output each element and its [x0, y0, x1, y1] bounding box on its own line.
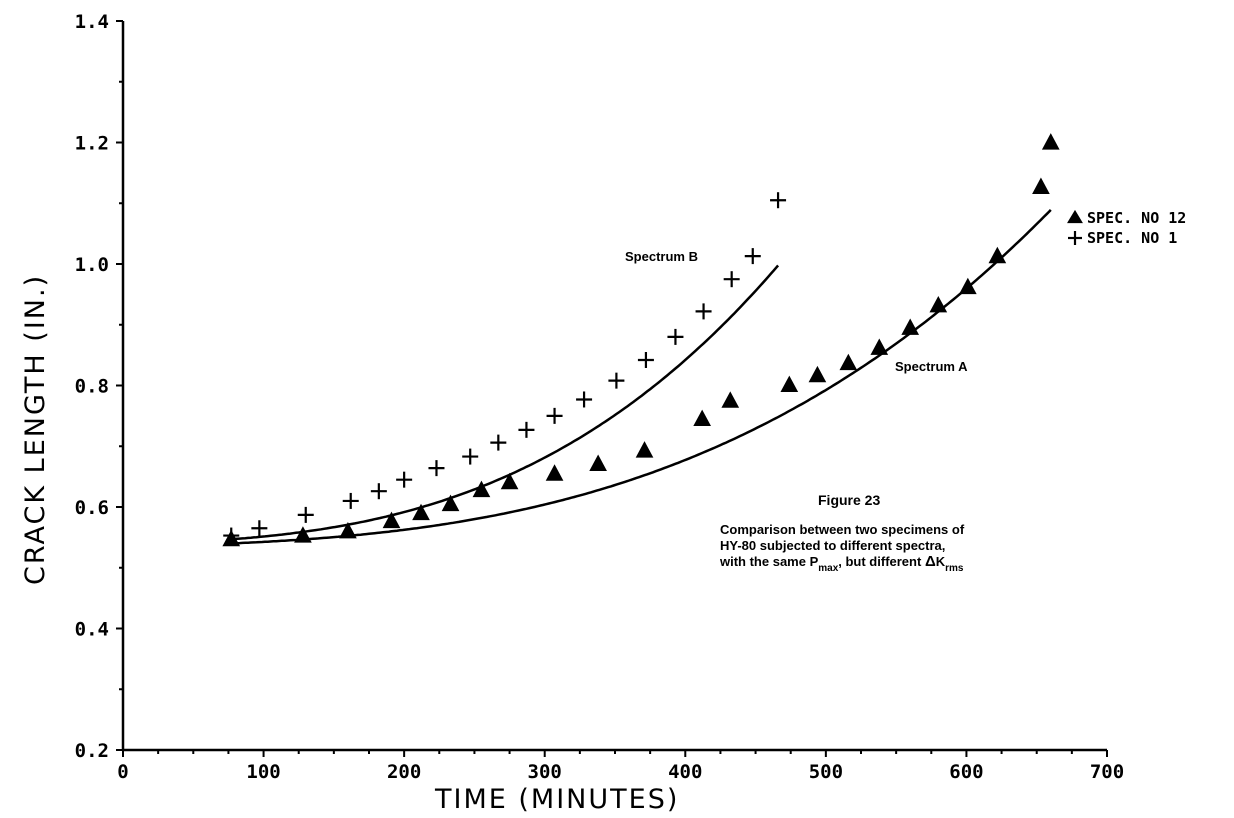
triangle-data-point [870, 338, 889, 355]
y-tick-label: 1.0 [75, 254, 109, 276]
caption-line-3-part-1: with the same P [719, 554, 819, 569]
plus-data-point [490, 434, 507, 451]
spectrum-b-curve [231, 264, 780, 541]
tick-labels: 0.2 0.4 0.6 0.8 1.0 1.2 1.4 0 100 200 300 400 500 600… [75, 11, 1124, 783]
triangle-data-point [1032, 177, 1050, 194]
y-tick-label: 0.2 [75, 740, 109, 762]
figure-title: Figure 23 [818, 492, 880, 508]
caption-delta-symbol: Δ [925, 553, 936, 570]
axes [121, 21, 1107, 752]
triangle-data-point [545, 464, 564, 481]
triangle-data-point [988, 246, 1007, 264]
triangle-data-point [500, 472, 519, 490]
y-axis-title: CRACK LENGTH (IN.) [20, 274, 51, 585]
plus-data-point [396, 471, 413, 488]
markers [222, 133, 1060, 547]
triangle-data-point [472, 480, 491, 498]
x-tick-label: 300 [528, 761, 562, 783]
triangle-data-point [721, 391, 740, 408]
y-tick-label: 1.2 [75, 133, 109, 155]
spectrum-b-label: Spectrum B [625, 249, 698, 264]
triangle-data-point [780, 375, 799, 392]
spectrum-a-label: Spectrum A [895, 359, 968, 374]
legend-triangle-marker [1067, 209, 1083, 224]
y-tick-label: 0.6 [75, 497, 109, 519]
caption-line-1: Comparison between two specimens of [720, 522, 965, 537]
triangle-data-point [808, 365, 827, 383]
legend-label-spec-1: SPEC. NO 1 [1087, 229, 1177, 247]
triangle-data-point [693, 409, 711, 427]
x-tick-label: 700 [1090, 761, 1124, 783]
plus-data-point [342, 492, 359, 509]
plus-data-point [608, 372, 625, 389]
legend: SPEC. NO 12 SPEC. NO 1 [1067, 209, 1186, 247]
legend-label-spec-12: SPEC. NO 12 [1087, 209, 1186, 227]
plus-data-point [518, 421, 535, 438]
triangle-data-point [339, 521, 357, 539]
y-tick-label: 1.4 [75, 11, 109, 33]
caption-k-symbol: K [936, 554, 946, 569]
caption-line-3-part-2: , but different [838, 554, 925, 569]
triangle-data-point [901, 318, 920, 335]
plus-data-point [723, 271, 740, 288]
caption-pmax-subscript: max [818, 563, 838, 574]
y-tick-label: 0.8 [75, 376, 109, 398]
plus-data-point [546, 407, 563, 424]
x-tick-label: 0 [117, 761, 128, 783]
triangle-data-point [589, 454, 607, 471]
triangle-data-point [222, 529, 241, 547]
triangle-data-point [1041, 133, 1060, 150]
triangle-data-point [412, 503, 430, 521]
plus-data-point [428, 460, 445, 477]
plus-data-point [370, 483, 387, 500]
plus-data-point [251, 520, 268, 537]
plus-data-point [770, 192, 787, 209]
x-tick-label: 400 [668, 761, 702, 783]
plus-data-point [462, 448, 479, 465]
y-tick-label: 0.4 [75, 619, 109, 641]
triangle-data-point [958, 277, 977, 295]
x-tick-label: 500 [809, 761, 843, 783]
x-tick-label: 600 [949, 761, 983, 783]
triangle-data-point [441, 494, 460, 512]
ticks [116, 20, 1108, 757]
plus-data-point [576, 391, 593, 408]
x-axis-title: TIME (MINUTES) [434, 784, 679, 815]
triangle-data-point [294, 526, 312, 543]
caption-line-3: with the same Pmax, but different ΔKrms [719, 553, 964, 574]
x-tick-label: 200 [387, 761, 421, 783]
triangle-data-point [929, 295, 948, 313]
caption-krms-subscript: rms [945, 563, 964, 574]
plus-data-point [667, 328, 684, 345]
plus-data-point [297, 506, 314, 523]
plus-data-point [637, 351, 654, 368]
caption-line-2: HY-80 subjected to different spectra, [720, 538, 945, 553]
x-tick-label: 100 [246, 761, 280, 783]
plus-data-point [744, 248, 761, 265]
figure-caption: Figure 23 Comparison between two specime… [719, 492, 965, 574]
triangle-data-point [382, 511, 401, 529]
legend-plus-marker [1068, 231, 1082, 245]
triangle-data-point [635, 441, 654, 458]
plus-data-point [695, 303, 712, 320]
triangle-data-point [839, 353, 858, 371]
